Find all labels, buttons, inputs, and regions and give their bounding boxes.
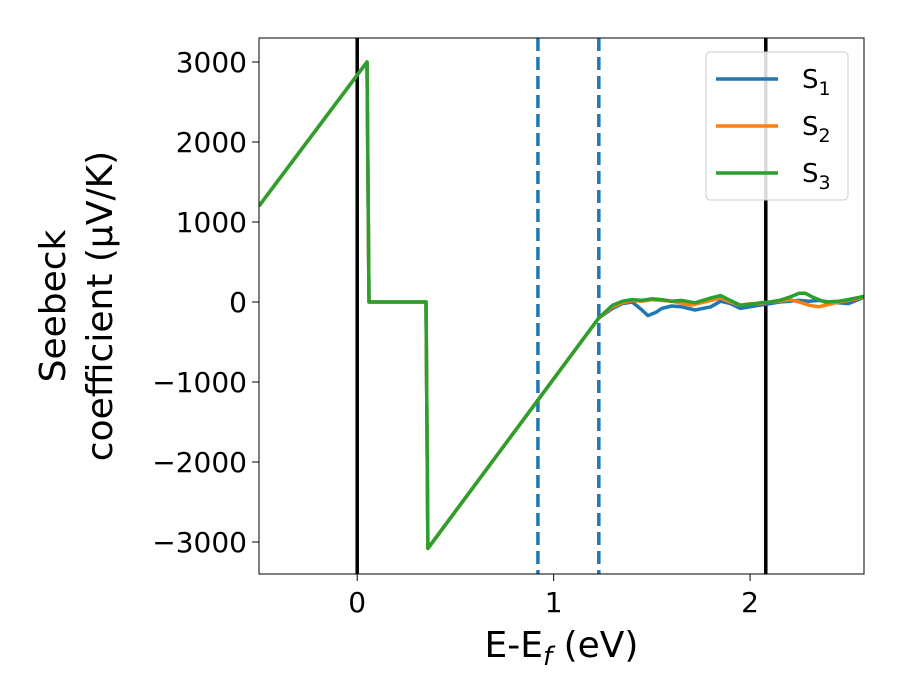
legend-label-S2: S2 bbox=[802, 112, 831, 147]
y-tick-label: 3000 bbox=[176, 46, 247, 79]
x-tick-label: 2 bbox=[741, 586, 759, 619]
y-tick-label: 0 bbox=[229, 286, 247, 319]
x-axis-label-main: E-E bbox=[485, 625, 543, 666]
y-tick-label: −1000 bbox=[152, 366, 247, 399]
y-axis-label-line1: Seebeck bbox=[33, 229, 74, 382]
y-axis-ticks: −3000 −2000 −1000 0 1000 2000 3000 bbox=[152, 46, 259, 559]
y-axis-label: Seebeck coefficient (μV/K) bbox=[33, 151, 121, 461]
y-axis-label-line2: coefficient (μV/K) bbox=[80, 151, 121, 461]
x-tick-label: 0 bbox=[348, 586, 366, 619]
series-line-S3 bbox=[259, 60, 864, 551]
plot-frame bbox=[258, 37, 865, 575]
y-tick-label: 1000 bbox=[176, 206, 247, 239]
legend-label-S3: S3 bbox=[802, 159, 831, 194]
y-tick-label: −3000 bbox=[152, 526, 247, 559]
x-axis-label: E-Ef (eV) bbox=[485, 625, 639, 672]
vertical-reference-lines bbox=[355, 38, 768, 574]
legend: S1 S2 S3 bbox=[705, 51, 849, 201]
x-tick-label: 1 bbox=[545, 586, 563, 619]
legend-label-S1: S1 bbox=[802, 65, 831, 100]
series-lines bbox=[259, 60, 864, 551]
y-tick-label: 2000 bbox=[176, 126, 247, 159]
x-axis-ticks: 0 1 2 bbox=[348, 574, 759, 619]
x-axis-label-unit: (eV) bbox=[552, 625, 638, 666]
y-tick-label: −2000 bbox=[152, 446, 247, 479]
